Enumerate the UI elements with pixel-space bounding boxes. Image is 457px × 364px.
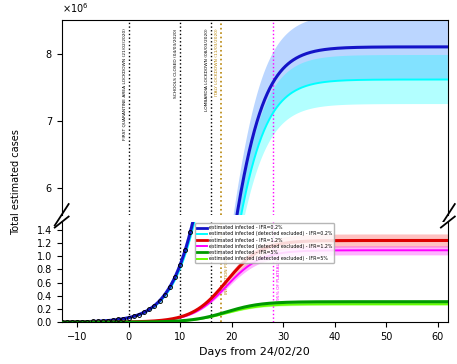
Text: ITALY LOCKDOWN (11/03/2020): ITALY LOCKDOWN (11/03/2020) — [215, 29, 219, 96]
X-axis label: Days from 24/02/20: Days from 24/02/20 — [199, 347, 310, 357]
Text: 95% OF PLATEAU VALUE: 95% OF PLATEAU VALUE — [277, 248, 281, 300]
Text: INFLECTION POINT: INFLECTION POINT — [225, 254, 229, 294]
Text: SCHOOLS CLOSED (04/03/2020): SCHOOLS CLOSED (04/03/2020) — [174, 29, 178, 98]
Text: FIRST QUARANTINE AREA LOCKDOWN (21/02/2020): FIRST QUARANTINE AREA LOCKDOWN (21/02/20… — [122, 29, 127, 141]
Legend: estimated infected - IFR=0.2%, estimated infected (detected excluded) - IFR=0.2%: estimated infected - IFR=0.2%, estimated… — [195, 223, 335, 263]
Text: $\times10^6$: $\times10^6$ — [62, 1, 88, 15]
Text: LOMBARDIA LOCKDOWN (08/03/2020): LOMBARDIA LOCKDOWN (08/03/2020) — [205, 29, 209, 111]
Text: Total estimated cases: Total estimated cases — [11, 129, 21, 235]
